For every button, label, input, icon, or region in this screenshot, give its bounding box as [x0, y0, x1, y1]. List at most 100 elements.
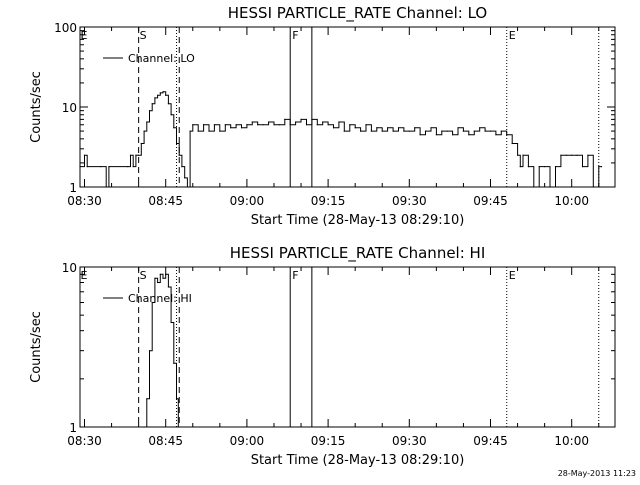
data-point — [462, 130, 464, 132]
y-tick-label: 1 — [69, 181, 77, 195]
data-point — [230, 127, 232, 129]
data-point — [197, 130, 199, 132]
data-point — [387, 127, 389, 129]
data-point — [511, 142, 513, 145]
data-point — [108, 166, 110, 168]
data-point — [565, 154, 567, 156]
event-marker-label: F — [292, 269, 298, 282]
data-point — [300, 118, 302, 120]
data-point — [311, 118, 313, 120]
data-point — [365, 124, 367, 126]
data-point — [105, 186, 107, 188]
data-point — [581, 166, 584, 168]
data-point — [360, 130, 362, 132]
data-point — [295, 121, 297, 123]
data-point — [159, 92, 161, 94]
data-point — [157, 281, 159, 284]
data-point — [587, 154, 589, 156]
data-point — [127, 166, 129, 168]
x-tick-label: 09:45 — [473, 434, 508, 448]
data-point — [181, 166, 183, 168]
data-point — [571, 154, 573, 156]
data-point — [151, 301, 153, 304]
y-axis-label: Counts/sec — [29, 71, 44, 143]
x-tick-label: 09:15 — [311, 194, 346, 208]
data-point — [186, 186, 188, 188]
data-point — [100, 166, 102, 168]
data-point — [370, 130, 372, 132]
data-point — [576, 154, 578, 156]
legend-label: Channel: LO — [128, 52, 195, 65]
data-point — [338, 121, 340, 123]
x-tick-label: 08:30 — [67, 434, 102, 448]
data-point — [251, 121, 253, 123]
data-point — [208, 130, 210, 132]
data-point — [86, 166, 88, 168]
data-point — [143, 426, 145, 428]
data-point — [408, 130, 410, 132]
data-point — [533, 186, 535, 188]
data-point — [138, 154, 140, 156]
chart-title: HESSI PARTICLE_RATE Channel: HI — [230, 244, 486, 263]
data-point — [148, 350, 151, 352]
data-point — [354, 127, 356, 129]
y-tick-label: 10 — [62, 101, 77, 115]
data-point — [213, 124, 215, 126]
data-point — [235, 124, 237, 126]
data-point — [598, 166, 600, 168]
legend-label: Channel: HI — [128, 292, 192, 305]
x-tick-label: 08:45 — [148, 194, 183, 208]
data-point — [173, 362, 175, 364]
x-tick-label: 09:00 — [230, 194, 265, 208]
data-point — [146, 398, 148, 400]
data-point — [246, 124, 248, 126]
data-point — [446, 130, 448, 132]
x-axis-label: Start Time (28-May-13 08:29:10) — [251, 453, 465, 468]
data-point — [473, 130, 475, 132]
y-tick-label: 100 — [54, 21, 77, 35]
data-point — [419, 134, 421, 136]
data-point — [441, 130, 443, 132]
data-point — [457, 127, 459, 129]
data-point — [173, 127, 175, 129]
event-marker-label: F — [292, 29, 298, 42]
data-point — [479, 127, 481, 129]
data-point — [452, 134, 454, 136]
data-point — [316, 124, 318, 126]
data-point — [289, 124, 291, 126]
data-point — [170, 321, 172, 324]
data-point — [284, 118, 286, 120]
data-point — [343, 130, 345, 132]
data-point — [167, 286, 169, 288]
footer-timestamp: 28-May-2013 11:23 — [558, 469, 636, 478]
data-point — [349, 124, 351, 126]
plot-frame — [79, 26, 616, 188]
event-marker-label: E — [509, 269, 516, 282]
data-point — [273, 124, 275, 126]
y-tick-label: 10 — [62, 261, 77, 275]
data-point — [162, 277, 164, 279]
data-point — [189, 130, 191, 132]
event-marker-label: S — [140, 29, 147, 42]
data-point — [184, 177, 186, 179]
data-point — [79, 166, 81, 168]
data-point — [560, 154, 562, 156]
data-point — [538, 166, 540, 168]
series-line — [144, 273, 179, 428]
data-point — [554, 166, 557, 168]
data-point — [381, 130, 383, 132]
data-point — [154, 97, 156, 99]
event-marker-label: E — [509, 29, 516, 42]
data-point — [506, 134, 508, 136]
data-point — [322, 121, 324, 123]
data-point — [592, 186, 594, 188]
data-point — [257, 124, 259, 126]
data-point — [165, 273, 167, 275]
data-point — [468, 134, 470, 136]
data-point — [414, 127, 416, 129]
data-point — [500, 130, 502, 132]
data-point — [177, 426, 179, 428]
x-tick-label: 09:15 — [311, 434, 346, 448]
x-tick-label: 08:30 — [67, 194, 102, 208]
